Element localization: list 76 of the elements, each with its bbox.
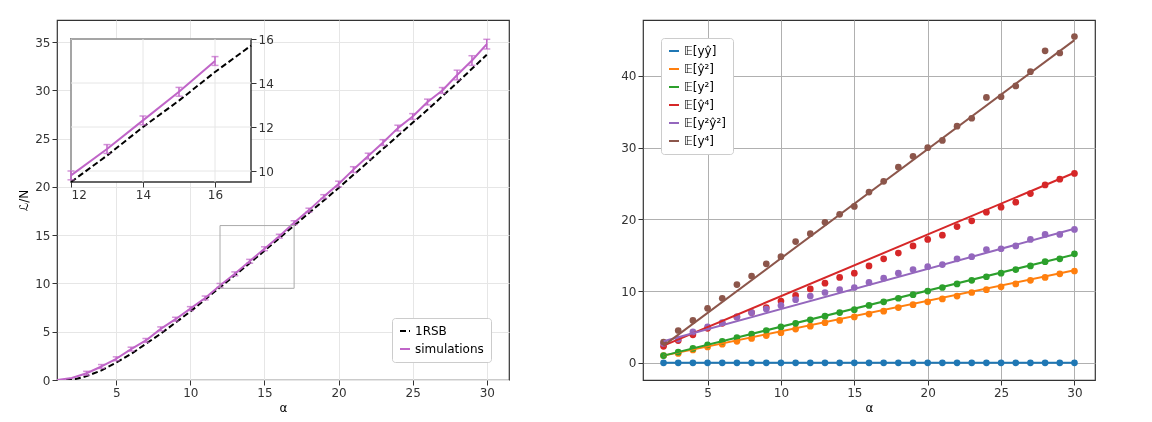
x-tick-label: 25 [405,385,421,400]
point [909,266,917,273]
x-tick-label: 30 [1067,385,1083,400]
x-tick-label: 12 [71,187,87,202]
x-tick-label: 20 [920,385,936,400]
x-tick-label: 25 [993,385,1010,400]
point [806,285,814,293]
y-tick-label: 12 [258,120,274,135]
x-tick-label: 15 [847,385,863,400]
point [850,269,858,277]
point [836,286,843,293]
point [704,304,711,312]
y-tick-label: 10 [35,276,51,291]
x-axis-title: α [279,400,288,415]
legend-label: 𝔼[yŷ] [684,44,717,58]
point [836,274,843,281]
point [821,289,829,296]
point [1012,198,1020,206]
legend-label: simulations [415,342,484,356]
point [748,272,755,280]
point [865,262,873,270]
point [895,163,902,171]
point [660,359,667,367]
point [983,246,990,253]
point [821,279,829,287]
legend-label: 𝔼[y⁴] [684,134,715,148]
point [1071,33,1078,40]
point [880,255,888,263]
y-tick-label: 40 [621,69,637,84]
point [983,94,990,101]
x-tick-label: 10 [183,385,199,400]
point [777,302,785,309]
line-series [70,60,216,177]
point [733,281,741,288]
y-tick-label: 16 [258,32,274,47]
x-axis-title: α [865,400,874,415]
point [895,269,902,277]
point [953,223,961,230]
point [806,292,814,300]
y-tick-label: 30 [621,141,637,156]
x-tick-label: 30 [479,385,495,400]
legend-label: 𝔼[ŷ²] [684,62,715,76]
x-tick-label: 14 [135,187,152,202]
point [792,296,799,304]
point [762,260,770,268]
y-tick-label: 25 [35,132,51,147]
y-tick-label: 15 [35,228,51,243]
y-tick-label: 0 [42,373,51,388]
y-tick-label: 10 [258,164,274,179]
x-tick-label: 5 [704,385,712,400]
y-tick-label: 10 [621,284,637,299]
point [1071,359,1078,367]
x-tick-label: 10 [773,385,790,400]
legend-label: 𝔼[y²] [684,80,715,94]
y-tick-label: 30 [35,83,51,98]
point [792,238,799,245]
point [674,327,682,334]
point [1071,267,1078,275]
legend-label: 𝔼[ŷ⁴] [684,98,715,112]
y-tick-label: 14 [258,76,274,91]
y-tick-label: 20 [621,212,637,227]
y-tick-label: 35 [35,35,51,50]
x-tick-label: 20 [331,385,347,400]
x-tick-label: 16 [207,187,224,202]
point [909,242,917,250]
legend-label: 1RSB [415,324,447,338]
x-tick-label: 5 [112,385,121,400]
legend-label: 𝔼[y²ŷ²] [684,116,726,130]
point [939,231,946,239]
point [968,217,976,225]
y-tick-label: 5 [42,325,51,340]
point [895,249,902,257]
y-axis-title: ℒ/N [17,189,32,212]
point [924,236,932,243]
point [1041,47,1049,55]
y-tick-label: 0 [628,356,637,371]
